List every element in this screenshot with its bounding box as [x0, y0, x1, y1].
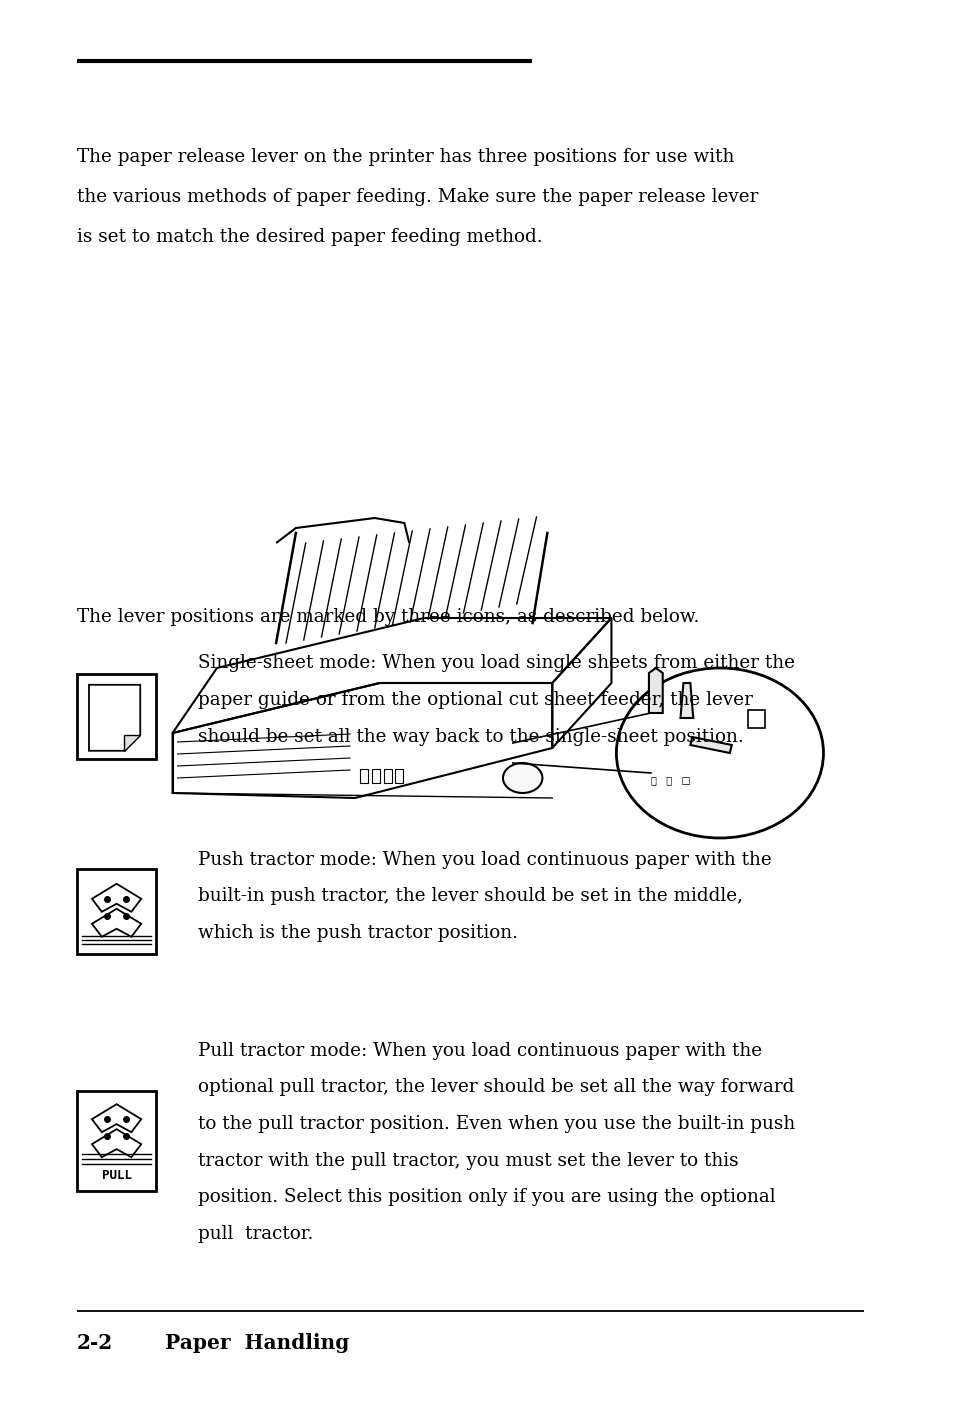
Polygon shape — [690, 738, 731, 753]
Bar — [77, 869, 156, 954]
Text: to the pull tractor position. Even when you use the built-in push: to the pull tractor position. Even when … — [197, 1115, 794, 1133]
Text: should be set all the way back to the single-sheet position.: should be set all the way back to the si… — [197, 728, 742, 746]
Text: built-in push tractor, the lever should be set in the middle,: built-in push tractor, the lever should … — [197, 887, 741, 906]
Polygon shape — [648, 668, 662, 714]
Polygon shape — [91, 1129, 141, 1157]
Text: Paper  Handling: Paper Handling — [165, 1334, 349, 1354]
Polygon shape — [89, 685, 140, 750]
Text: The paper release lever on the printer has three positions for use with: The paper release lever on the printer h… — [77, 148, 734, 167]
Bar — [383, 769, 391, 783]
Bar — [372, 769, 379, 783]
Text: PULL: PULL — [101, 1169, 132, 1183]
Text: position. Select this position only if you are using the optional: position. Select this position only if y… — [197, 1188, 775, 1207]
Polygon shape — [91, 1104, 141, 1132]
Polygon shape — [679, 682, 693, 718]
Bar — [395, 769, 403, 783]
Text: Pull tractor mode: When you load continuous paper with the: Pull tractor mode: When you load continu… — [197, 1041, 760, 1060]
Text: Push tractor mode: When you load continuous paper with the: Push tractor mode: When you load continu… — [197, 851, 771, 869]
Ellipse shape — [502, 763, 542, 793]
Text: tractor with the pull tractor, you must set the lever to this: tractor with the pull tractor, you must … — [197, 1152, 738, 1170]
Polygon shape — [124, 735, 140, 750]
Text: is set to match the desired paper feeding method.: is set to match the desired paper feedin… — [77, 227, 542, 246]
Polygon shape — [91, 883, 141, 911]
Text: optional pull tractor, the lever should be set all the way forward: optional pull tractor, the lever should … — [197, 1078, 793, 1096]
Bar — [359, 769, 368, 783]
Text: the various methods of paper feeding. Make sure the paper release lever: the various methods of paper feeding. Ma… — [77, 188, 758, 206]
Text: The lever positions are marked by three icons, as described below.: The lever positions are marked by three … — [77, 608, 699, 626]
Bar — [747, 709, 764, 728]
Text: paper guide or from the optional cut sheet feeder, the lever: paper guide or from the optional cut she… — [197, 691, 752, 709]
Text: ぬ   ぬ   □: ぬ ぬ □ — [650, 774, 690, 786]
Polygon shape — [91, 909, 141, 937]
Bar — [77, 1091, 156, 1191]
Bar — [77, 674, 156, 759]
Text: 2-2: 2-2 — [77, 1334, 113, 1354]
Ellipse shape — [616, 668, 822, 838]
Text: Single-sheet mode: When you load single sheets from either the: Single-sheet mode: When you load single … — [197, 654, 794, 673]
Text: which is the push tractor position.: which is the push tractor position. — [197, 924, 517, 942]
Text: pull  tractor.: pull tractor. — [197, 1225, 313, 1243]
